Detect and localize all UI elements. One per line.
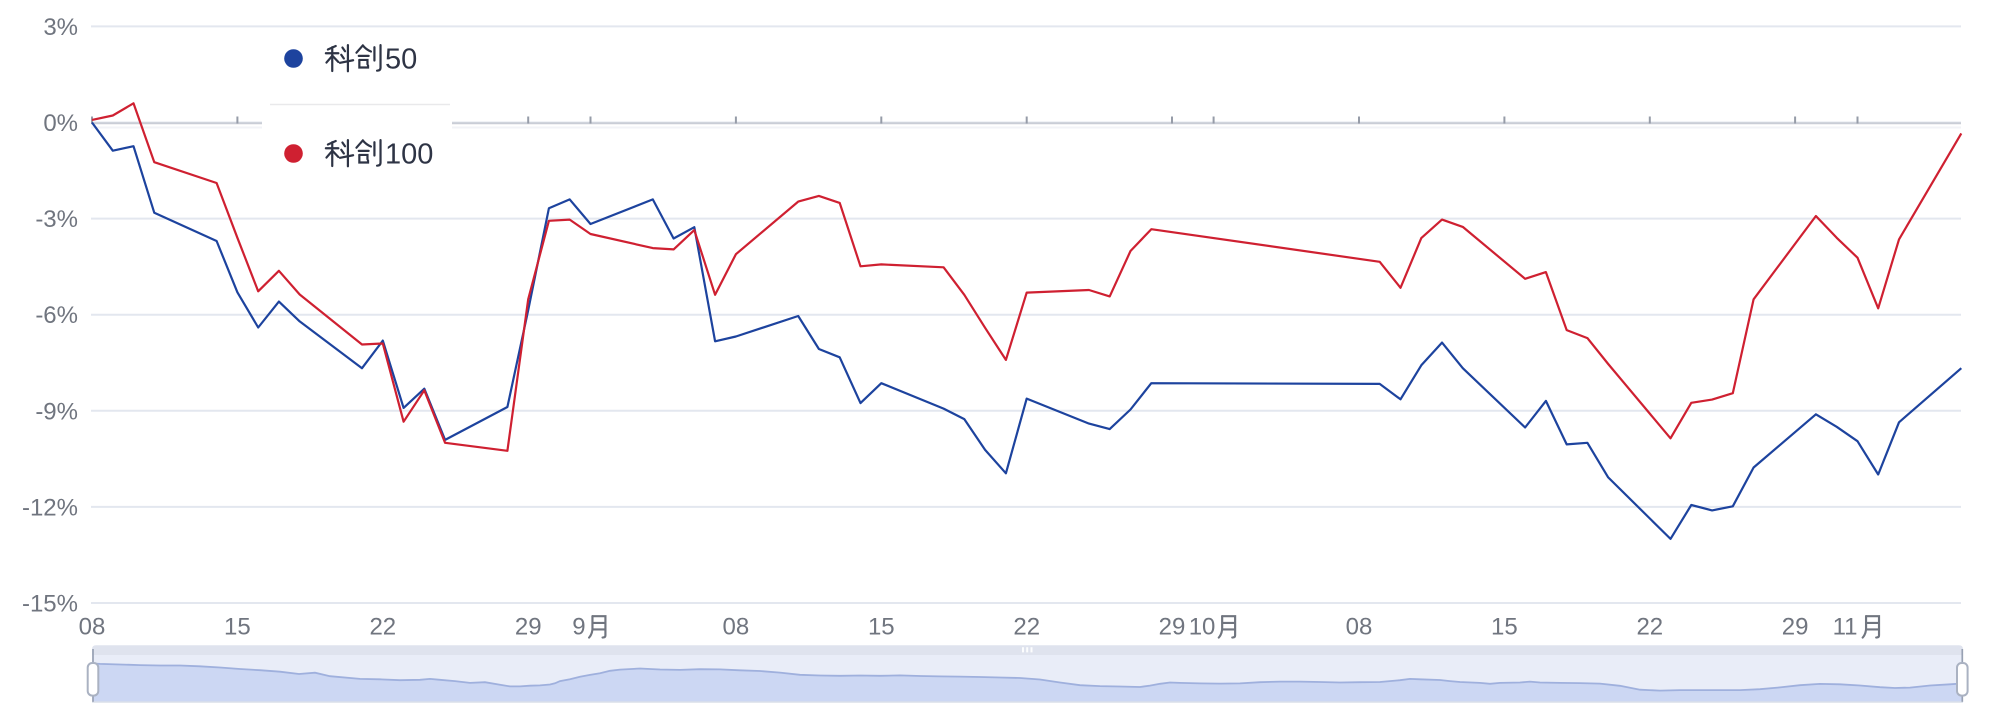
svg-text:-12%: -12% (22, 494, 78, 521)
svg-text:-9%: -9% (35, 398, 78, 425)
svg-text:3%: 3% (43, 14, 78, 41)
svg-text:08: 08 (723, 614, 750, 641)
svg-text:29: 29 (1159, 614, 1186, 641)
svg-text:08: 08 (79, 614, 106, 641)
svg-text:0%: 0% (43, 110, 78, 137)
svg-text:29: 29 (515, 614, 542, 641)
svg-text:100: 100 (385, 139, 433, 171)
svg-text:22: 22 (1636, 614, 1663, 641)
svg-text:-6%: -6% (35, 302, 78, 329)
svg-text:-3%: -3% (35, 206, 78, 233)
svg-text:11: 11 (1833, 614, 1858, 641)
svg-text:22: 22 (1013, 614, 1040, 641)
svg-text:15: 15 (1491, 614, 1518, 641)
svg-text:50: 50 (385, 44, 417, 76)
svg-text:22: 22 (369, 614, 396, 641)
svg-text:10: 10 (1189, 614, 1216, 641)
svg-text:15: 15 (868, 614, 895, 641)
svg-text:15: 15 (224, 614, 251, 641)
svg-text:08: 08 (1346, 614, 1373, 641)
svg-text:9: 9 (572, 614, 585, 641)
svg-text:-15%: -15% (22, 591, 78, 618)
svg-text:29: 29 (1782, 614, 1809, 641)
